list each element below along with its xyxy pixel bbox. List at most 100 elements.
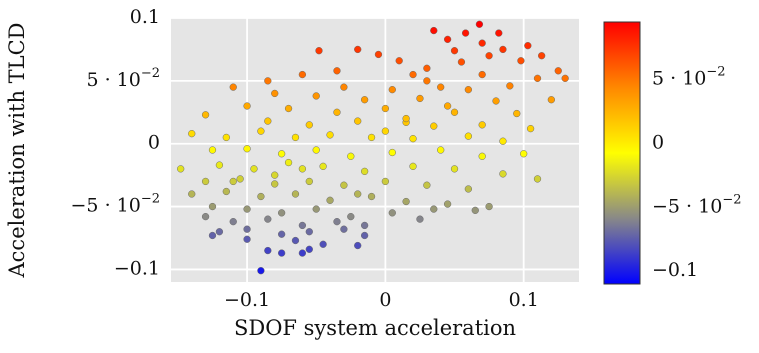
- y-axis-label: Acceleration with TLCD: [5, 22, 29, 278]
- data-point: [409, 70, 417, 79]
- data-point: [478, 121, 486, 129]
- data-point: [360, 96, 369, 104]
- data-point: [381, 127, 390, 135]
- data-point: [215, 161, 224, 169]
- data-point: [257, 192, 265, 201]
- data-point: [485, 52, 493, 60]
- data-point: [450, 165, 459, 173]
- data-point: [430, 205, 438, 213]
- data-point: [284, 104, 293, 113]
- data-point: [347, 212, 355, 221]
- data-point: [312, 146, 320, 154]
- data-point: [395, 57, 403, 65]
- data-point: [360, 231, 369, 240]
- data-point: [402, 114, 410, 123]
- data-point: [478, 39, 486, 47]
- data-point: [298, 221, 307, 230]
- data-point: [291, 190, 300, 198]
- data-point: [416, 94, 424, 103]
- y-tick-label: 0: [148, 132, 160, 154]
- data-point: [437, 83, 445, 91]
- data-point: [495, 29, 503, 37]
- data-point: [340, 83, 348, 91]
- data-point: [340, 225, 348, 233]
- data-point: [312, 205, 320, 213]
- data-point: [305, 245, 313, 253]
- data-point: [499, 170, 507, 178]
- data-point: [305, 121, 313, 129]
- data-point: [208, 146, 217, 154]
- colorbar-tick-label: 5 · 10−2: [652, 64, 726, 90]
- y-tick-label: 0.1: [130, 6, 160, 28]
- x-tick-label: 0: [379, 289, 391, 311]
- data-point: [264, 215, 272, 223]
- data-point: [388, 148, 396, 157]
- x-tick-label: 0.1: [509, 289, 539, 311]
- data-point: [305, 228, 313, 236]
- data-point: [188, 130, 196, 138]
- data-point: [319, 162, 327, 170]
- data-point: [464, 86, 473, 94]
- data-point: [360, 167, 369, 176]
- data-point: [443, 35, 452, 44]
- data-point: [443, 102, 452, 110]
- data-point: [506, 82, 514, 90]
- data-point: [333, 108, 341, 116]
- y-tick-label: −5 · 10−2: [71, 191, 160, 217]
- plot-background: [171, 18, 579, 282]
- data-point: [367, 192, 376, 201]
- data-point: [533, 175, 542, 183]
- data-point: [250, 165, 258, 173]
- data-point: [305, 177, 313, 186]
- data-point: [461, 29, 470, 37]
- data-point: [236, 175, 244, 183]
- data-point: [264, 117, 272, 125]
- colorbar-tick-label: 0: [652, 131, 664, 153]
- data-point: [340, 181, 348, 189]
- x-tick-label: −0.1: [224, 289, 270, 311]
- data-point: [478, 152, 486, 160]
- y-tick-label: −0.1: [114, 257, 160, 279]
- data-point: [367, 133, 376, 142]
- data-point: [319, 240, 327, 248]
- data-point: [478, 70, 486, 79]
- data-point: [277, 249, 286, 257]
- data-point: [298, 70, 307, 79]
- data-point: [333, 67, 341, 75]
- data-point: [298, 249, 307, 257]
- data-point: [201, 212, 210, 221]
- data-point: [524, 42, 532, 50]
- data-point: [464, 185, 473, 193]
- data-point: [475, 20, 484, 28]
- data-point: [257, 267, 265, 275]
- x-axis-label: SDOF system acceleration: [234, 316, 516, 340]
- colorbar-tick-label: −5 · 10−2: [652, 192, 741, 218]
- colorbar: [603, 21, 641, 285]
- data-point: [430, 122, 438, 130]
- data-point: [298, 165, 307, 173]
- data-point: [409, 135, 417, 143]
- data-point: [554, 67, 562, 75]
- data-point: [271, 171, 279, 179]
- data-point: [437, 146, 445, 154]
- data-point: [499, 137, 507, 145]
- data-point: [517, 57, 525, 65]
- data-point: [374, 50, 383, 59]
- colorbar-tick-label: −0.1: [652, 259, 698, 281]
- data-point: [326, 196, 334, 204]
- data-point: [354, 117, 362, 125]
- data-point: [215, 228, 224, 236]
- data-point: [430, 26, 438, 35]
- data-point: [201, 111, 210, 119]
- data-point: [177, 165, 185, 173]
- data-point: [471, 206, 479, 214]
- data-point: [264, 246, 272, 255]
- data-point: [533, 74, 542, 82]
- data-point: [277, 150, 286, 158]
- data-point: [264, 77, 272, 85]
- data-point: [381, 177, 390, 186]
- data-point: [423, 181, 431, 189]
- data-point: [457, 58, 466, 66]
- data-point: [312, 92, 320, 100]
- data-point: [450, 108, 459, 116]
